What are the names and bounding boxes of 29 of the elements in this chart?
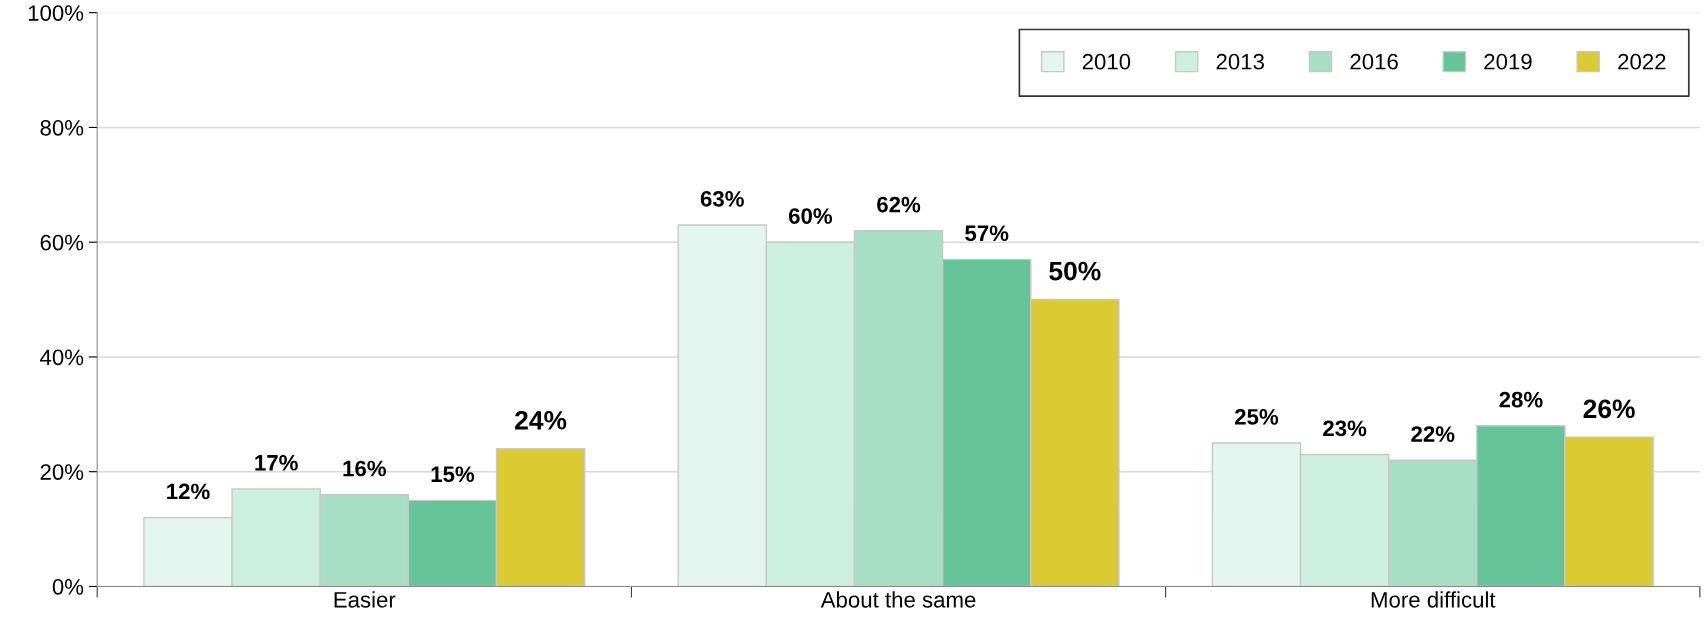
y-tick-label: 20% [40, 464, 84, 480]
legend-label: 2022 [1618, 53, 1666, 70]
data-label: 63% [700, 190, 744, 207]
data-label: 17% [255, 454, 298, 471]
x-tick-label: Easier [334, 591, 396, 608]
data-label: 25% [1235, 408, 1279, 425]
y-tick-label: 40% [40, 349, 84, 366]
y-tick-label: 0% [52, 578, 84, 595]
data-label: 23% [1323, 420, 1367, 437]
data-label: 60% [788, 208, 833, 224]
legend-label: 2016 [1350, 53, 1398, 70]
y-tick-label: 80% [40, 119, 84, 136]
data-label: 22% [1411, 426, 1455, 442]
data-label: 28% [1499, 391, 1543, 408]
data-label: 50% [1049, 261, 1101, 281]
y-tick-label: 60% [40, 234, 84, 251]
data-label: 57% [965, 225, 1009, 242]
data-label: 62% [877, 196, 921, 213]
legend-label: 2013 [1216, 53, 1264, 70]
data-label: 16% [343, 460, 386, 477]
legend-label: 2010 [1082, 53, 1131, 70]
legend-label: 2019 [1484, 53, 1532, 70]
data-label: 12% [167, 483, 210, 500]
x-tick-label: More difficult [1371, 591, 1496, 608]
data-label: 15% [431, 466, 475, 483]
data-label: 24% [515, 410, 567, 430]
y-tick-label: 100% [28, 5, 84, 21]
x-tick-label: About the same [820, 591, 976, 608]
data-label: 26% [1583, 399, 1635, 419]
